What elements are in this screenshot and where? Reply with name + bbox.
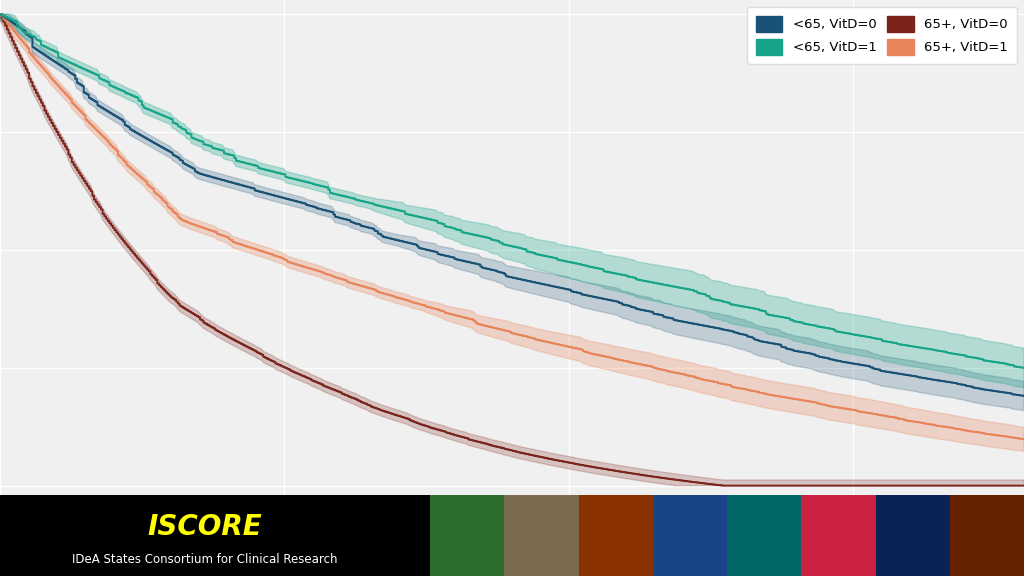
Bar [801,495,876,576]
Bar [727,495,801,576]
Text: ISCORE: ISCORE [147,513,262,541]
Legend: <65, VitD=0, <65, VitD=1, 65+, VitD=0, 65+, VitD=1: <65, VitD=0, <65, VitD=1, 65+, VitD=0, 6… [746,6,1018,64]
Bar [950,495,1024,576]
X-axis label: Length of Stay: Length of Stay [452,520,572,537]
Bar [504,495,579,576]
Text: IDeA States Consortium for Clinical Research: IDeA States Consortium for Clinical Rese… [72,554,338,566]
Bar [653,495,727,576]
Bar [876,495,950,576]
Bar [579,495,653,576]
Bar [430,495,504,576]
